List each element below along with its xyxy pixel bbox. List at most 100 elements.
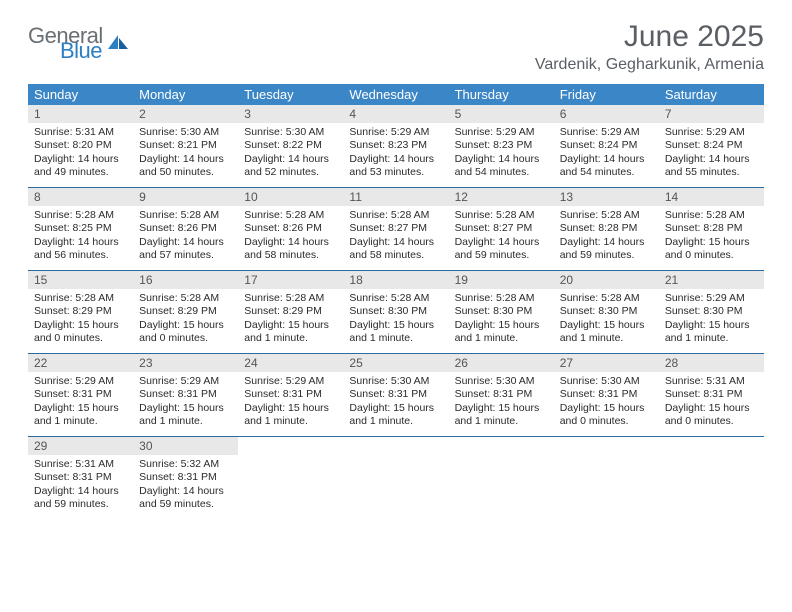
weekday-header: Tuesday: [238, 84, 343, 105]
daylight-line1: Daylight: 15 hours: [244, 402, 337, 415]
daylight-line1: Daylight: 14 hours: [560, 236, 653, 249]
sunset-text: Sunset: 8:31 PM: [34, 471, 127, 484]
sunrise-text: Sunrise: 5:29 AM: [139, 375, 232, 388]
day-cell: 16Sunrise: 5:28 AMSunset: 8:29 PMDayligh…: [133, 271, 238, 353]
day-cell: 24Sunrise: 5:29 AMSunset: 8:31 PMDayligh…: [238, 354, 343, 436]
day-number: 2: [133, 105, 238, 123]
day-body: Sunrise: 5:28 AMSunset: 8:30 PMDaylight:…: [343, 289, 448, 351]
day-body: Sunrise: 5:28 AMSunset: 8:29 PMDaylight:…: [238, 289, 343, 351]
weekday-header: Friday: [554, 84, 659, 105]
day-number: 11: [343, 188, 448, 206]
day-number: 30: [133, 437, 238, 455]
daylight-line2: and 0 minutes.: [665, 249, 758, 262]
daylight-line2: and 55 minutes.: [665, 166, 758, 179]
sunrise-text: Sunrise: 5:32 AM: [139, 458, 232, 471]
day-cell: 18Sunrise: 5:28 AMSunset: 8:30 PMDayligh…: [343, 271, 448, 353]
day-number: 9: [133, 188, 238, 206]
daylight-line2: and 49 minutes.: [34, 166, 127, 179]
sunrise-text: Sunrise: 5:29 AM: [455, 126, 548, 139]
daylight-line2: and 1 minute.: [349, 415, 442, 428]
daylight-line1: Daylight: 15 hours: [34, 319, 127, 332]
day-body: Sunrise: 5:29 AMSunset: 8:31 PMDaylight:…: [28, 372, 133, 434]
daylight-line1: Daylight: 14 hours: [34, 485, 127, 498]
daylight-line2: and 1 minute.: [34, 415, 127, 428]
day-number: 28: [659, 354, 764, 372]
day-cell: 5 Sunrise: 5:29 AMSunset: 8:23 PMDaylight…: [449, 105, 554, 187]
daylight-line1: Daylight: 14 hours: [665, 153, 758, 166]
location-subtitle: Vardenik, Gegharkunik, Armenia: [535, 56, 764, 74]
daylight-line1: Daylight: 14 hours: [349, 236, 442, 249]
daylight-line2: and 56 minutes.: [34, 249, 127, 262]
day-cell: 25Sunrise: 5:30 AMSunset: 8:31 PMDayligh…: [343, 354, 448, 436]
sunrise-text: Sunrise: 5:28 AM: [455, 209, 548, 222]
day-number: 29: [28, 437, 133, 455]
day-cell: 3Sunrise: 5:30 AMSunset: 8:22 PMDaylight…: [238, 105, 343, 187]
daylight-line2: and 54 minutes.: [560, 166, 653, 179]
day-number: 26: [449, 354, 554, 372]
daylight-line2: and 1 minute.: [349, 332, 442, 345]
day-body: Sunrise: 5:28 AMSunset: 8:26 PMDaylight:…: [238, 206, 343, 268]
daylight-line1: Daylight: 14 hours: [560, 153, 653, 166]
title-block: June 2025 Vardenik, Gegharkunik, Armenia: [535, 20, 764, 74]
sunset-text: Sunset: 8:31 PM: [560, 388, 653, 401]
daylight-line1: Daylight: 15 hours: [139, 319, 232, 332]
weekday-header: Wednesday: [343, 84, 448, 105]
day-cell: 11Sunrise: 5:28 AMSunset: 8:27 PMDayligh…: [343, 188, 448, 270]
sunrise-text: Sunrise: 5:30 AM: [455, 375, 548, 388]
day-body: Sunrise: 5:30 AMSunset: 8:22 PMDaylight:…: [238, 123, 343, 185]
daylight-line1: Daylight: 14 hours: [34, 153, 127, 166]
sunrise-text: Sunrise: 5:30 AM: [244, 126, 337, 139]
sunset-text: Sunset: 8:30 PM: [455, 305, 548, 318]
sunrise-text: Sunrise: 5:30 AM: [560, 375, 653, 388]
sunrise-text: Sunrise: 5:28 AM: [560, 209, 653, 222]
day-number: 19: [449, 271, 554, 289]
sunset-text: Sunset: 8:28 PM: [665, 222, 758, 235]
daylight-line2: and 0 minutes.: [34, 332, 127, 345]
sunset-text: Sunset: 8:28 PM: [560, 222, 653, 235]
sail-icon: [106, 33, 130, 58]
sunset-text: Sunset: 8:25 PM: [34, 222, 127, 235]
daylight-line1: Daylight: 14 hours: [349, 153, 442, 166]
day-body: Sunrise: 5:28 AMSunset: 8:30 PMDaylight:…: [449, 289, 554, 351]
sunset-text: Sunset: 8:31 PM: [349, 388, 442, 401]
day-body: Sunrise: 5:28 AMSunset: 8:29 PMDaylight:…: [28, 289, 133, 351]
day-cell: 13Sunrise: 5:28 AMSunset: 8:28 PMDayligh…: [554, 188, 659, 270]
sunrise-text: Sunrise: 5:29 AM: [665, 126, 758, 139]
sunrise-text: Sunrise: 5:28 AM: [455, 292, 548, 305]
sunset-text: Sunset: 8:31 PM: [244, 388, 337, 401]
day-body: Sunrise: 5:28 AMSunset: 8:27 PMDaylight:…: [343, 206, 448, 268]
daylight-line2: and 59 minutes.: [34, 498, 127, 511]
daylight-line1: Daylight: 14 hours: [139, 153, 232, 166]
day-number: 5: [449, 105, 554, 123]
sunrise-text: Sunrise: 5:28 AM: [349, 209, 442, 222]
sunrise-text: Sunrise: 5:28 AM: [244, 292, 337, 305]
day-number: 21: [659, 271, 764, 289]
day-number: 18: [343, 271, 448, 289]
day-number: 8: [28, 188, 133, 206]
sunrise-text: Sunrise: 5:30 AM: [349, 375, 442, 388]
daylight-line1: Daylight: 15 hours: [665, 236, 758, 249]
sunrise-text: Sunrise: 5:29 AM: [244, 375, 337, 388]
day-cell: 12Sunrise: 5:28 AMSunset: 8:27 PMDayligh…: [449, 188, 554, 270]
daylight-line2: and 50 minutes.: [139, 166, 232, 179]
sunset-text: Sunset: 8:31 PM: [665, 388, 758, 401]
daylight-line1: Daylight: 15 hours: [349, 319, 442, 332]
day-cell: 7Sunrise: 5:29 AMSunset: 8:24 PMDaylight…: [659, 105, 764, 187]
day-body: Sunrise: 5:29 AMSunset: 8:23 PMDaylight:…: [343, 123, 448, 185]
day-number: 12: [449, 188, 554, 206]
sunrise-text: Sunrise: 5:31 AM: [34, 458, 127, 471]
empty-day-cell: [449, 437, 554, 519]
sunset-text: Sunset: 8:31 PM: [455, 388, 548, 401]
day-cell: 29 Sunrise: 5:31 AMSunset: 8:31 PMDayligh…: [28, 437, 133, 519]
header-row: General Blue June 2025 Vardenik, Geghark…: [28, 20, 764, 74]
day-number: 25: [343, 354, 448, 372]
daylight-line1: Daylight: 14 hours: [455, 153, 548, 166]
day-cell: 30Sunrise: 5:32 AMSunset: 8:31 PMDayligh…: [133, 437, 238, 519]
daylight-line2: and 59 minutes.: [455, 249, 548, 262]
day-body: Sunrise: 5:29 AMSunset: 8:31 PMDaylight:…: [133, 372, 238, 434]
sunrise-text: Sunrise: 5:29 AM: [34, 375, 127, 388]
sunset-text: Sunset: 8:23 PM: [455, 139, 548, 152]
sunset-text: Sunset: 8:31 PM: [139, 388, 232, 401]
daylight-line2: and 58 minutes.: [244, 249, 337, 262]
day-number: 4: [343, 105, 448, 123]
